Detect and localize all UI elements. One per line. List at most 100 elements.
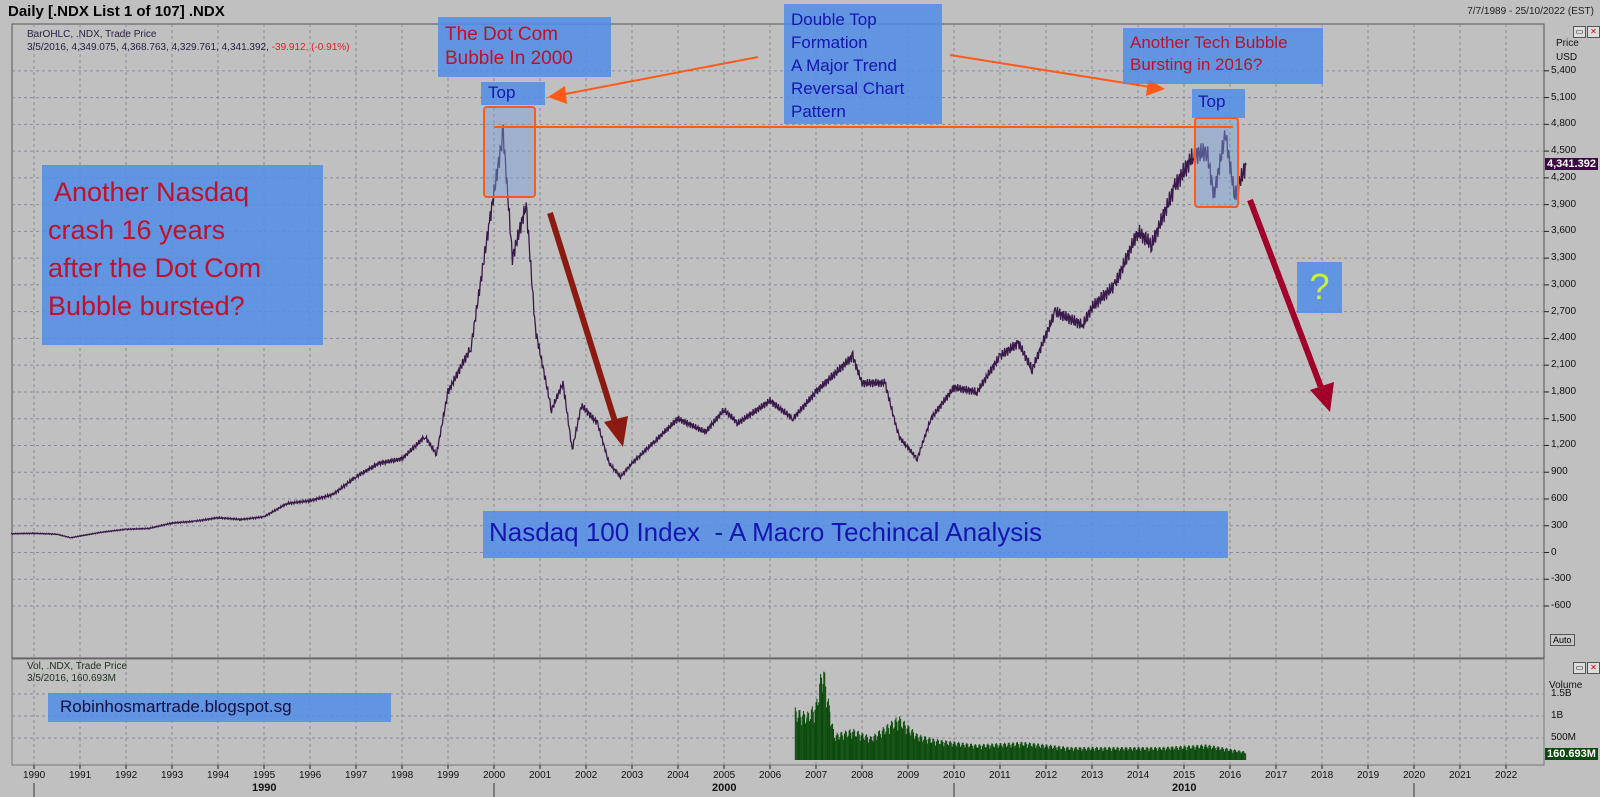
top-highlight-2000 xyxy=(483,106,536,198)
volume-readout: 3/5/2016, 160.693M xyxy=(27,673,116,684)
maximize-volume-button[interactable]: ▭ xyxy=(1573,662,1586,674)
dotcom-note: The Dot Com Bubble In 2000 xyxy=(438,17,611,77)
price-pane-frame xyxy=(11,23,1545,659)
y-tick-label: 0 xyxy=(1551,546,1557,558)
x-tick-label: 2002 xyxy=(575,770,598,781)
top-label-2016: Top xyxy=(1192,89,1245,118)
x-tick-label: 2009 xyxy=(897,770,920,781)
y-tick-label: 5,100 xyxy=(1551,91,1577,103)
price-axis-unit: USD xyxy=(1556,52,1578,63)
x-tick-label: 2017 xyxy=(1265,770,1288,781)
volume-study-label: Vol, .NDX, Trade Price xyxy=(27,661,128,672)
y-tick-label: 300 xyxy=(1551,519,1568,531)
volume-axis-title: Volume xyxy=(1549,680,1583,691)
volume-tick-label: 500M xyxy=(1551,732,1577,743)
x-tick-label: 2011 xyxy=(989,770,1011,781)
x-tick-label: 2003 xyxy=(621,770,644,781)
x-tick-label: 2007 xyxy=(805,770,828,781)
arrow-head xyxy=(604,416,628,447)
decade-label: 2000 xyxy=(712,782,737,794)
y-tick-label: 3,300 xyxy=(1551,252,1577,264)
y-tick-label: 3,600 xyxy=(1551,225,1577,237)
x-tick-label: 2008 xyxy=(851,770,874,781)
price-change: -39.912, (-0.91%) xyxy=(271,42,350,53)
x-tick-label: 2016 xyxy=(1219,770,1242,781)
x-tick-label: 2020 xyxy=(1403,770,1426,781)
y-tick-label: 3,000 xyxy=(1551,278,1577,290)
x-tick-label: 2006 xyxy=(759,770,782,781)
x-tick-label: 2015 xyxy=(1173,770,1196,781)
volume-tick-label: 1.5B xyxy=(1551,688,1572,699)
y-tick-label: 900 xyxy=(1551,466,1568,478)
x-tick-label: 2022 xyxy=(1495,770,1518,781)
x-tick-label: 1999 xyxy=(437,770,460,781)
y-tick-label: 4,800 xyxy=(1551,118,1577,130)
y-tick-label: 4,500 xyxy=(1551,145,1577,157)
arrow-head xyxy=(548,86,567,104)
close-volume-button[interactable]: ✕ xyxy=(1587,662,1600,674)
y-tick-label: 2,400 xyxy=(1551,332,1577,344)
last-volume-tag: 160.693M xyxy=(1545,748,1598,760)
volume-series xyxy=(794,671,1247,760)
arrow-to-top1 xyxy=(559,56,759,96)
x-tick-label: 1994 xyxy=(207,770,230,781)
y-tick-label: 2,700 xyxy=(1551,305,1577,317)
volume-pane-frame xyxy=(11,658,1545,766)
arrow-head xyxy=(1310,382,1334,412)
x-tick-label: 1991 xyxy=(69,770,92,781)
ohlc-values: 3/5/2016, 4,349.075, 4,368.763, 4,329.76… xyxy=(27,42,269,53)
crash-arrow-2000 xyxy=(547,212,619,426)
x-tick-label: 2012 xyxy=(1035,770,1058,781)
x-tick-label: 2014 xyxy=(1127,770,1150,781)
annotation-shapes xyxy=(483,54,1334,447)
x-tick-label: 2005 xyxy=(713,770,736,781)
double-top-note: Double Top Formation A Major Trend Reversal… xyxy=(784,4,942,124)
price-axis-title: Price xyxy=(1556,38,1579,49)
last-price-tag: 4,341.392 xyxy=(1545,158,1598,170)
crash-arrow-2016 xyxy=(1247,198,1325,392)
grid xyxy=(12,24,1549,797)
x-tick-label: 2021 xyxy=(1449,770,1472,781)
ohlc-readout: 3/5/2016, 4,349.075, 4,368.763, 4,329.76… xyxy=(27,42,350,53)
x-tick-label: 2018 xyxy=(1311,770,1334,781)
window-title: Daily [.NDX List 1 of 107] .NDX xyxy=(8,3,225,20)
decade-label: 2010 xyxy=(1172,782,1197,794)
y-tick-label: 3,900 xyxy=(1551,198,1577,210)
chart-annotation-title: Nasdaq 100 Index - A Macro Techincal Ana… xyxy=(483,511,1228,558)
x-tick-label: 1996 xyxy=(299,770,322,781)
y-tick-label: 5,400 xyxy=(1551,64,1577,76)
blog-watermark: Robinhosmartrade.blogspot.sg xyxy=(48,693,391,722)
x-tick-label: 2010 xyxy=(943,770,966,781)
x-tick-label: 2013 xyxy=(1081,770,1104,781)
y-tick-label: 1,500 xyxy=(1551,412,1577,424)
question-mark-note: ? xyxy=(1297,262,1342,313)
x-tick-label: 1993 xyxy=(161,770,184,781)
date-range: 7/7/1989 - 25/10/2022 (EST) xyxy=(1467,6,1594,17)
x-tick-label: 1998 xyxy=(391,770,414,781)
tech-bubble-note: Another Tech Bubble Bursting in 2016? xyxy=(1123,28,1323,84)
x-tick-label: 2019 xyxy=(1357,770,1380,781)
decade-label: 1990 xyxy=(252,782,277,794)
y-tick-label: 1,800 xyxy=(1551,385,1577,397)
close-pane-button[interactable]: ✕ xyxy=(1587,26,1600,38)
x-tick-label: 2004 xyxy=(667,770,690,781)
x-tick-label: 1992 xyxy=(115,770,138,781)
y-tick-label: 2,100 xyxy=(1551,359,1577,371)
price-auto-scale-button[interactable]: Auto xyxy=(1550,634,1575,646)
x-tick-label: 1995 xyxy=(253,770,276,781)
top-highlight-2016 xyxy=(1194,117,1239,208)
y-tick-label: 1,200 xyxy=(1551,439,1577,451)
top-label-2000: Top xyxy=(481,82,545,105)
price-series xyxy=(10,124,1247,539)
y-tick-label: -600 xyxy=(1551,600,1572,612)
maximize-pane-button[interactable]: ▭ xyxy=(1573,26,1586,38)
arrow-to-top2 xyxy=(949,54,1151,88)
x-tick-label: 1997 xyxy=(345,770,368,781)
crash-question-note: Another Nasdaq crash 16 years after the Do… xyxy=(42,165,323,345)
x-tick-label: 2001 xyxy=(529,770,552,781)
x-tick-label: 2000 xyxy=(483,770,506,781)
y-tick-label: 600 xyxy=(1551,492,1568,504)
y-tick-label: 4,200 xyxy=(1551,171,1577,183)
price-study-label: BarOHLC, .NDX, Trade Price xyxy=(27,29,157,40)
